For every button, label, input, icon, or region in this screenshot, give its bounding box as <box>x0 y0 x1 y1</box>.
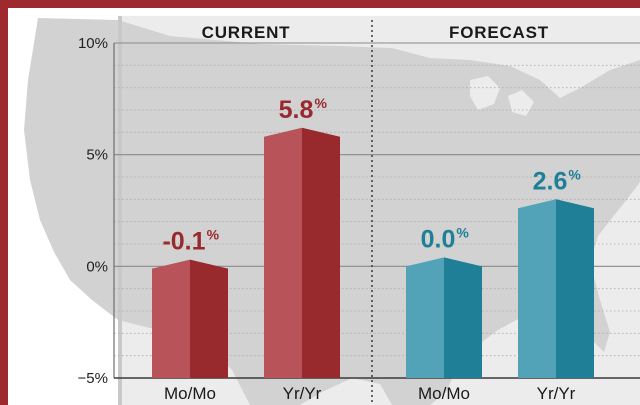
bar-right-face <box>556 199 594 378</box>
y-tick-label: 10% <box>78 35 108 52</box>
section-title: FORECAST <box>449 23 549 42</box>
section-title: CURRENT <box>202 23 291 42</box>
bar-value-suffix: % <box>314 95 327 111</box>
y-tick-label: −5% <box>78 370 108 387</box>
category-label: Mo/Mo <box>164 384 216 403</box>
y-tick-label: 5% <box>86 147 108 164</box>
great-lakes <box>470 76 534 116</box>
bar-value-suffix: % <box>568 166 581 182</box>
category-label: Yr/Yr <box>537 384 576 403</box>
bar-value-label: 0.0 <box>421 225 456 253</box>
bar-right-face <box>444 257 482 378</box>
bar-value-label: 2.6 <box>533 167 568 195</box>
bar-value-label: 5.8 <box>279 96 314 124</box>
bar-left-face <box>518 199 556 378</box>
bars <box>152 127 594 378</box>
category-label: Yr/Yr <box>283 384 322 403</box>
y-tick-label: 0% <box>86 258 108 275</box>
bar-value-label: -0.1 <box>162 228 205 256</box>
bar-left-face <box>152 259 190 378</box>
bar-left-face <box>264 127 302 378</box>
bar-value-suffix: % <box>456 224 469 240</box>
labels: CURRENT -0.1 % Mo/Mo 5.8 % Yr/Yr FORECAST 0.0 % Mo… <box>162 23 581 403</box>
bar-value-suffix: % <box>207 227 220 243</box>
category-label: Mo/Mo <box>418 384 470 403</box>
bar-left-face <box>406 257 444 378</box>
plot-panel-left-strip <box>118 16 122 405</box>
bar-right-face <box>190 259 228 378</box>
bar-right-face <box>302 127 340 378</box>
